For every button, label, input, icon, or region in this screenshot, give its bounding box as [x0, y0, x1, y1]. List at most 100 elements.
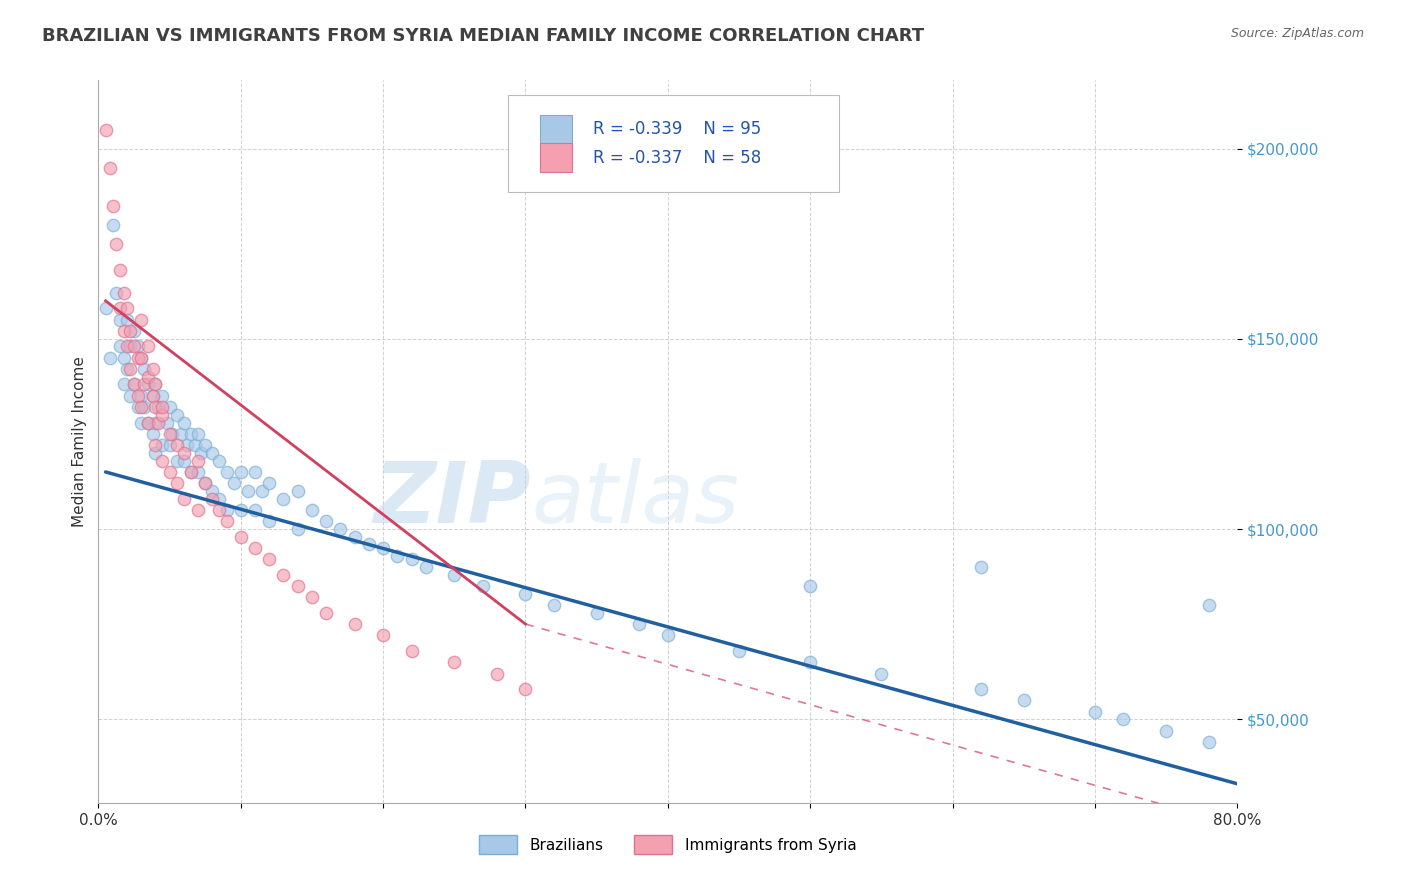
Point: [343, 617, 366, 632]
Point: [1198, 598, 1220, 612]
Text: BRAZILIAN VS IMMIGRANTS FROM SYRIA MEDIAN FAMILY INCOME CORRELATION CHART: BRAZILIAN VS IMMIGRANTS FROM SYRIA MEDIA…: [42, 27, 924, 45]
Point: [343, 530, 366, 544]
Point: [728, 643, 751, 657]
Point: [159, 426, 181, 441]
Point: [250, 483, 273, 498]
Point: [152, 401, 174, 415]
Point: [1084, 705, 1107, 719]
Point: [152, 453, 174, 467]
Point: [190, 446, 212, 460]
Point: [136, 416, 159, 430]
Point: [101, 199, 124, 213]
Point: [201, 491, 224, 506]
Point: [141, 389, 163, 403]
Point: [129, 313, 152, 327]
Point: [259, 476, 281, 491]
Point: [443, 655, 465, 669]
Point: [132, 401, 155, 415]
Point: [159, 401, 181, 415]
Legend: Brazilians, Immigrants from Syria: Brazilians, Immigrants from Syria: [474, 830, 862, 860]
Point: [104, 236, 127, 251]
Point: [180, 465, 202, 479]
Point: [159, 438, 181, 452]
Point: [259, 515, 281, 529]
Point: [115, 301, 138, 316]
Point: [136, 370, 159, 384]
Point: [515, 587, 537, 601]
Point: [118, 389, 141, 403]
Point: [122, 377, 145, 392]
Point: [229, 465, 252, 479]
Text: Source: ZipAtlas.com: Source: ZipAtlas.com: [1230, 27, 1364, 40]
Point: [1198, 735, 1220, 749]
Point: [118, 362, 141, 376]
Point: [115, 362, 138, 376]
Point: [194, 476, 217, 491]
Point: [273, 567, 295, 582]
Point: [170, 426, 193, 441]
Point: [208, 503, 231, 517]
Point: [162, 426, 184, 441]
Point: [94, 301, 117, 316]
Point: [243, 541, 266, 555]
FancyBboxPatch shape: [509, 95, 839, 193]
FancyBboxPatch shape: [540, 143, 572, 172]
Point: [166, 453, 188, 467]
Point: [301, 591, 323, 605]
Point: [357, 537, 380, 551]
Point: [122, 339, 145, 353]
Point: [129, 416, 152, 430]
Point: [108, 339, 131, 353]
Point: [145, 416, 167, 430]
Point: [176, 438, 198, 452]
Point: [129, 351, 152, 365]
Y-axis label: Median Family Income: Median Family Income: [72, 356, 87, 527]
Point: [194, 438, 217, 452]
Point: [373, 628, 395, 642]
Point: [112, 324, 135, 338]
FancyBboxPatch shape: [540, 115, 572, 144]
Point: [387, 549, 409, 563]
Point: [145, 377, 167, 392]
Point: [173, 453, 195, 467]
Point: [243, 503, 266, 517]
Point: [148, 401, 170, 415]
Point: [208, 453, 231, 467]
Point: [401, 552, 423, 566]
Point: [145, 446, 167, 460]
Point: [166, 476, 188, 491]
Point: [799, 579, 821, 593]
Point: [315, 515, 337, 529]
Point: [243, 465, 266, 479]
Point: [127, 339, 149, 353]
Point: [108, 313, 131, 327]
Point: [229, 530, 252, 544]
Point: [141, 426, 163, 441]
Point: [585, 606, 607, 620]
Point: [1012, 693, 1035, 707]
Text: R = -0.339    N = 95: R = -0.339 N = 95: [593, 120, 761, 138]
Point: [115, 313, 138, 327]
Point: [187, 465, 209, 479]
Point: [145, 401, 167, 415]
Point: [145, 377, 167, 392]
Point: [166, 438, 188, 452]
Point: [129, 389, 152, 403]
Point: [443, 567, 465, 582]
Point: [129, 351, 152, 365]
Point: [173, 491, 195, 506]
Point: [187, 426, 209, 441]
Point: [970, 681, 993, 696]
Point: [122, 377, 145, 392]
Point: [98, 161, 121, 175]
Point: [112, 286, 135, 301]
Point: [152, 438, 174, 452]
Point: [194, 476, 217, 491]
Point: [122, 324, 145, 338]
Point: [101, 218, 124, 232]
Point: [127, 401, 149, 415]
Point: [132, 362, 155, 376]
Point: [187, 503, 209, 517]
Point: [136, 416, 159, 430]
Point: [515, 681, 537, 696]
